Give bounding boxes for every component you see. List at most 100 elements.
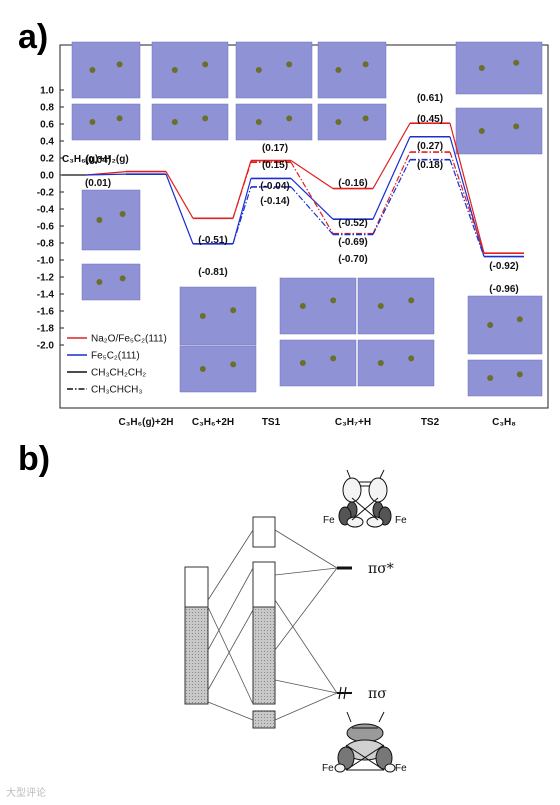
orbital-diagram: πσ* πσ Fe Fe xyxy=(184,469,407,774)
value-label: (-0.70) xyxy=(338,254,367,265)
y-tick-label: -1.6 xyxy=(37,307,55,318)
category-label: C₃H₈ xyxy=(492,417,516,428)
legend: Na₂O/Fe₅C₂(111) Fe₅C₂(111) CH₃CH₂CH₂ CH₃CHC… xyxy=(67,334,167,396)
atom-marker xyxy=(330,297,337,304)
value-label: (-0.69) xyxy=(338,237,367,248)
pi-star-label: πσ* xyxy=(368,561,394,577)
value-label: (0.17) xyxy=(262,143,288,154)
panel-a-label: a) xyxy=(18,18,48,56)
structure-image xyxy=(179,345,257,393)
structure-image xyxy=(279,339,357,387)
y-tick-label: -0.4 xyxy=(37,205,55,216)
series-connector xyxy=(165,173,194,245)
electron-up xyxy=(338,686,342,700)
value-label: (0.01) xyxy=(85,178,111,189)
atom-marker xyxy=(96,279,103,285)
value-label: (-0.51) xyxy=(198,235,227,246)
series-connector xyxy=(372,122,411,189)
atom-marker xyxy=(255,119,262,125)
legend-label: Fe₅C₂(111) xyxy=(91,351,140,362)
value-label: (0.04) xyxy=(85,155,111,166)
structure-image xyxy=(151,103,229,141)
series-connector xyxy=(232,186,252,245)
atom-marker xyxy=(286,61,293,68)
atom-marker xyxy=(96,217,103,223)
y-tick-label: 0.2 xyxy=(40,154,54,165)
atom-marker xyxy=(513,59,520,66)
y-tick-label: 1.0 xyxy=(40,86,54,97)
atom-marker xyxy=(202,115,209,122)
series-connector xyxy=(232,162,252,219)
atom-marker xyxy=(377,360,384,366)
series-connector xyxy=(449,122,485,254)
y-tick-label: -1.2 xyxy=(37,273,55,284)
structure-image xyxy=(71,103,141,141)
band-mid-top xyxy=(252,516,276,548)
pi-star-orbital-sketch xyxy=(338,469,392,528)
band-mid-empty xyxy=(252,561,276,608)
atom-marker xyxy=(230,307,237,314)
atom-marker xyxy=(408,355,415,362)
series-connector xyxy=(290,160,334,190)
structure-image xyxy=(455,107,543,155)
y-tick-label: 0.8 xyxy=(40,103,54,114)
start-state-label: C₃H₆(g)+H₂(g) xyxy=(62,154,129,165)
series-connector xyxy=(290,186,334,235)
series-connector xyxy=(372,151,411,234)
atom-marker xyxy=(516,316,523,323)
structure-image xyxy=(317,103,387,141)
structure-image xyxy=(357,339,435,387)
category-label: C₃H₆+2H xyxy=(192,417,234,428)
atom-marker xyxy=(513,123,520,130)
pi-label: πσ xyxy=(368,686,387,702)
fe-right-bottom: Fe xyxy=(395,763,407,774)
atom-marker xyxy=(330,355,337,362)
series-connector xyxy=(290,161,334,234)
category-labels: C₃H₆(g)+2H C₃H₆+2H TS1 C₃H₇+H TS2 C₃H₈ xyxy=(119,417,517,428)
series-connector xyxy=(372,159,411,235)
structure-image xyxy=(357,277,435,335)
value-label: (0.15) xyxy=(262,160,288,171)
atom-marker xyxy=(377,303,384,309)
value-label: (0.18) xyxy=(417,160,443,171)
atom-marker xyxy=(255,67,262,73)
atom-marker xyxy=(362,115,369,122)
atom-marker xyxy=(335,119,342,125)
band-left-filled xyxy=(184,606,209,705)
series-connector xyxy=(290,177,334,220)
atom-marker xyxy=(119,211,126,217)
series-connector xyxy=(449,159,485,257)
y-tick-label: -2.0 xyxy=(37,341,55,352)
value-label: (-0.92) xyxy=(489,261,518,272)
category-label: TS1 xyxy=(262,417,281,428)
series-connector xyxy=(372,136,411,220)
atom-marker xyxy=(89,119,96,125)
energy-profile-chart: 1.0 0.8 0.6 0.4 0.2 0.0 -0.2 -0.4 -0.6 -0.8 -1.0 -1… xyxy=(37,41,549,428)
atom-marker xyxy=(89,67,96,73)
series-connector xyxy=(165,171,194,219)
y-tick-label: -0.2 xyxy=(37,188,55,199)
atom-marker xyxy=(119,275,126,282)
atom-marker xyxy=(116,115,123,122)
atom-marker xyxy=(478,65,485,71)
correlation-lines xyxy=(207,529,338,721)
series-connector xyxy=(449,136,485,257)
series-connector xyxy=(449,151,485,254)
band-mid-bottom xyxy=(252,710,276,729)
legend-label: CH₃CHCH₃ xyxy=(91,385,142,396)
atom-marker xyxy=(516,371,523,378)
y-tick-label: -1.4 xyxy=(37,290,55,301)
atom-marker xyxy=(116,61,123,68)
value-label: (0.45) xyxy=(417,114,443,125)
structure-image xyxy=(81,189,141,251)
atom-marker xyxy=(286,115,293,122)
y-tick-label: -1.0 xyxy=(37,256,55,267)
atom-marker xyxy=(299,360,306,366)
structure-image xyxy=(179,286,257,346)
category-label: C₃H₇+H xyxy=(335,417,371,428)
y-tick-label: -0.8 xyxy=(37,239,55,250)
structure-image xyxy=(317,41,387,99)
atom-marker xyxy=(199,366,206,372)
y-tick-label: 0.0 xyxy=(40,171,54,182)
y-tick-label: 0.4 xyxy=(40,137,54,148)
